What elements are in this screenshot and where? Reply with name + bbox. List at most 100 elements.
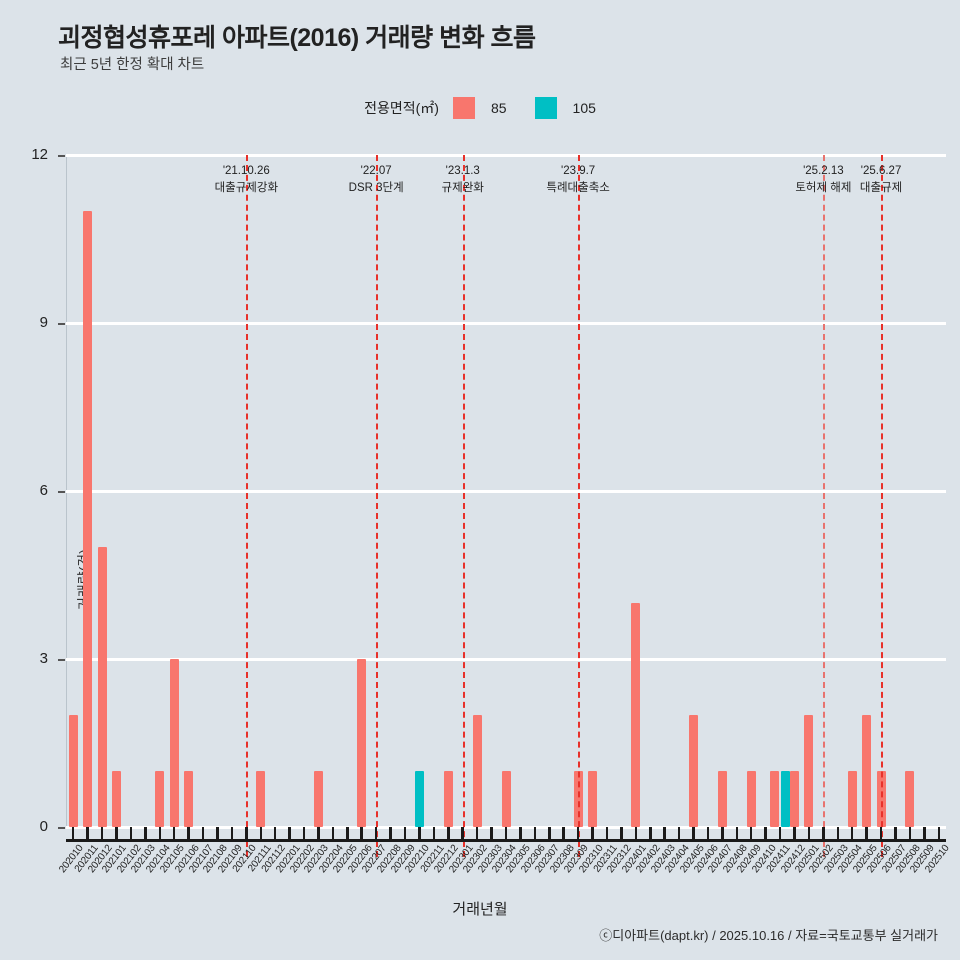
event-annotation: '23.1.3 규제완화 <box>442 163 484 196</box>
bar[interactable] <box>501 771 511 827</box>
bar[interactable] <box>905 771 915 827</box>
gridline <box>66 321 946 325</box>
y-tick-label: 12 <box>31 146 48 163</box>
bar[interactable] <box>588 771 598 827</box>
bar[interactable] <box>169 659 179 827</box>
bar[interactable] <box>68 715 78 827</box>
x-tick-mark <box>418 827 421 840</box>
y-tick-mark <box>58 155 65 157</box>
gridline <box>66 489 946 493</box>
event-line <box>376 155 379 857</box>
y-tick-mark <box>58 491 65 493</box>
gridline <box>66 657 946 661</box>
bar[interactable] <box>155 771 165 827</box>
x-tick-mark <box>591 827 594 840</box>
x-tick-mark <box>576 827 580 840</box>
event-date: '23.9.7 <box>561 165 596 177</box>
bar[interactable] <box>790 771 800 827</box>
x-tick-mark <box>504 827 508 840</box>
event-line <box>578 155 581 857</box>
event-line <box>881 155 884 857</box>
x-tick-mark <box>677 827 681 840</box>
y-tick-mark <box>58 827 65 829</box>
legend-swatch-105 <box>534 97 557 119</box>
event-line <box>823 155 826 857</box>
event-annotation: '23.9.7 특례대출축소 <box>546 163 609 196</box>
x-tick-mark <box>187 827 190 840</box>
x-tick-mark <box>836 827 840 840</box>
bar[interactable] <box>357 659 367 827</box>
event-date: '23.1.3 <box>445 165 480 177</box>
event-date: '21.10.26 <box>222 165 270 177</box>
x-tick-mark <box>461 827 464 840</box>
bar[interactable] <box>313 771 323 827</box>
bar[interactable] <box>847 771 857 827</box>
event-annotation: '22.07 DSR 3단계 <box>349 163 404 196</box>
bar[interactable] <box>804 715 814 827</box>
x-tick-mark <box>288 827 291 840</box>
x-tick-mark <box>937 827 941 840</box>
x-tick-mark <box>663 827 666 840</box>
x-tick-mark <box>749 827 753 840</box>
bar[interactable] <box>414 771 424 827</box>
bar[interactable] <box>472 715 482 827</box>
page-subtitle: 최근 5년 한정 확대 차트 <box>60 57 205 73</box>
x-tick-mark <box>374 827 378 840</box>
x-tick-mark <box>735 827 739 840</box>
bar[interactable] <box>780 771 790 827</box>
x-tick-mark <box>172 827 176 840</box>
x-tick-mark <box>331 827 335 840</box>
bar[interactable] <box>97 547 107 827</box>
x-tick-mark <box>562 827 565 840</box>
bar[interactable] <box>83 211 93 827</box>
x-tick-mark <box>144 827 147 840</box>
event-date: '25.2.13 <box>803 165 844 177</box>
event-description: 규제완화 <box>441 181 484 194</box>
bar[interactable] <box>717 771 727 827</box>
gridline <box>66 153 946 157</box>
bar[interactable] <box>631 603 641 827</box>
bar[interactable] <box>746 771 756 827</box>
bar[interactable] <box>256 771 266 827</box>
footer-credit: ⓒ디아파트(dapt.kr) / 2025.10.16 / 자료=국토교통부 실… <box>599 928 938 943</box>
page-title: 괴정협성휴포레 아파트(2016) 거래량 변화 흐름 <box>58 24 536 52</box>
bar[interactable] <box>111 771 121 827</box>
x-axis: 202010 202011 202012 202101 202102 202103 2021… <box>57 827 951 875</box>
y-tick-label: 6 <box>39 482 48 499</box>
y-tick-label: 3 <box>39 650 48 667</box>
x-tick-mark <box>894 827 897 840</box>
y-tick-mark <box>58 659 65 661</box>
x-tick-mark <box>158 827 162 840</box>
x-tick-mark <box>706 827 710 840</box>
event-description: 대출규제강화 <box>214 181 279 194</box>
bar[interactable] <box>184 771 194 827</box>
x-axis-line <box>66 839 946 842</box>
bar[interactable] <box>770 771 780 827</box>
x-tick-mark <box>273 827 277 840</box>
x-tick-mark <box>692 827 695 840</box>
x-tick-mark <box>548 827 551 840</box>
x-tick-mark <box>259 827 262 840</box>
legend-swatch-85 <box>452 97 475 119</box>
chart-legend: 전용면적(㎡) 85 105 <box>0 97 960 119</box>
x-tick-mark <box>201 827 205 840</box>
bar[interactable] <box>443 771 453 827</box>
y-tick-mark <box>58 323 65 325</box>
event-date: '22.07 <box>360 165 392 177</box>
x-tick-mark <box>346 827 349 840</box>
x-tick-mark <box>100 827 104 840</box>
x-tick-mark <box>850 827 854 840</box>
event-line <box>462 155 465 857</box>
event-annotation: '21.10.26 대출규제강화 <box>215 163 278 196</box>
x-tick-mark <box>865 827 868 840</box>
event-annotation: '25.2.13 토허제 해제 <box>795 163 851 196</box>
x-tick-mark <box>620 827 623 840</box>
bar[interactable] <box>862 715 872 827</box>
x-tick-mark <box>129 827 133 840</box>
legend-label-105: 105 <box>572 100 596 116</box>
x-tick-mark <box>216 827 219 840</box>
bar[interactable] <box>689 715 699 827</box>
x-tick-mark <box>519 827 522 840</box>
y-tick-label: 9 <box>39 314 48 331</box>
